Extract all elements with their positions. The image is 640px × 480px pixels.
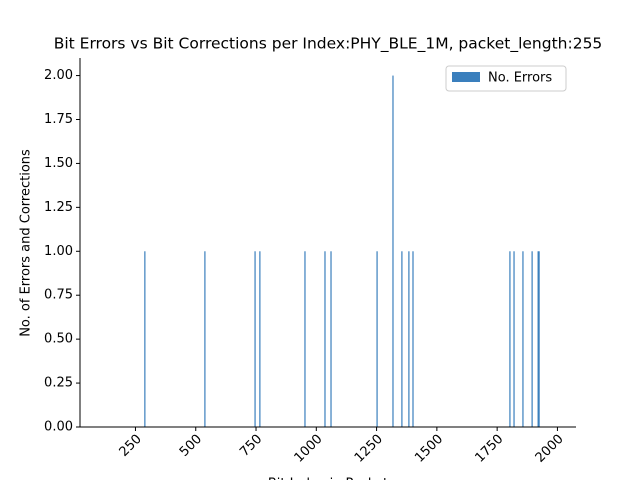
bar — [392, 75, 394, 428]
bar — [204, 251, 206, 427]
x-tick-label: 1750 — [472, 432, 506, 466]
bar — [324, 251, 326, 427]
x-tick-label: 500 — [177, 432, 205, 460]
y-tick-label: 0.50 — [44, 332, 73, 347]
bar — [522, 251, 524, 427]
y-tick-label: 0.75 — [44, 288, 73, 303]
bar — [304, 251, 306, 427]
y-tick-label: 0.25 — [44, 376, 73, 391]
y-tick-label: 1.50 — [44, 156, 73, 171]
x-tick-label: 2000 — [533, 432, 567, 466]
bar — [538, 251, 540, 427]
x-axis-label: Bit Index in Packet — [268, 477, 388, 480]
bar — [376, 251, 378, 427]
x-tick-label: 250 — [117, 432, 145, 460]
y-tick-label: 1.25 — [44, 200, 73, 215]
bar — [330, 251, 332, 427]
y-tick-label: 1.00 — [44, 244, 73, 259]
x-tick-label: 1250 — [352, 432, 386, 466]
chart-title: Bit Errors vs Bit Corrections per Index:… — [54, 35, 603, 54]
bar — [408, 251, 410, 427]
bar — [254, 251, 256, 427]
bar — [259, 251, 261, 427]
y-axis-label: No. of Errors and Corrections — [19, 149, 34, 337]
x-tick-label: 1000 — [292, 432, 326, 466]
bar — [509, 251, 511, 427]
bar — [401, 251, 403, 427]
bar — [531, 251, 533, 427]
y-tick-label: 0.00 — [44, 420, 73, 435]
x-tick-label: 750 — [237, 432, 265, 460]
bar — [144, 251, 146, 427]
bar — [412, 251, 414, 427]
y-tick-label: 2.00 — [44, 68, 73, 83]
legend-swatch — [452, 72, 480, 82]
x-tick-label: 1500 — [412, 432, 446, 466]
legend-label: No. Errors — [488, 71, 552, 86]
y-tick-label: 1.75 — [44, 112, 73, 127]
bar — [513, 251, 515, 427]
bar — [537, 251, 539, 427]
